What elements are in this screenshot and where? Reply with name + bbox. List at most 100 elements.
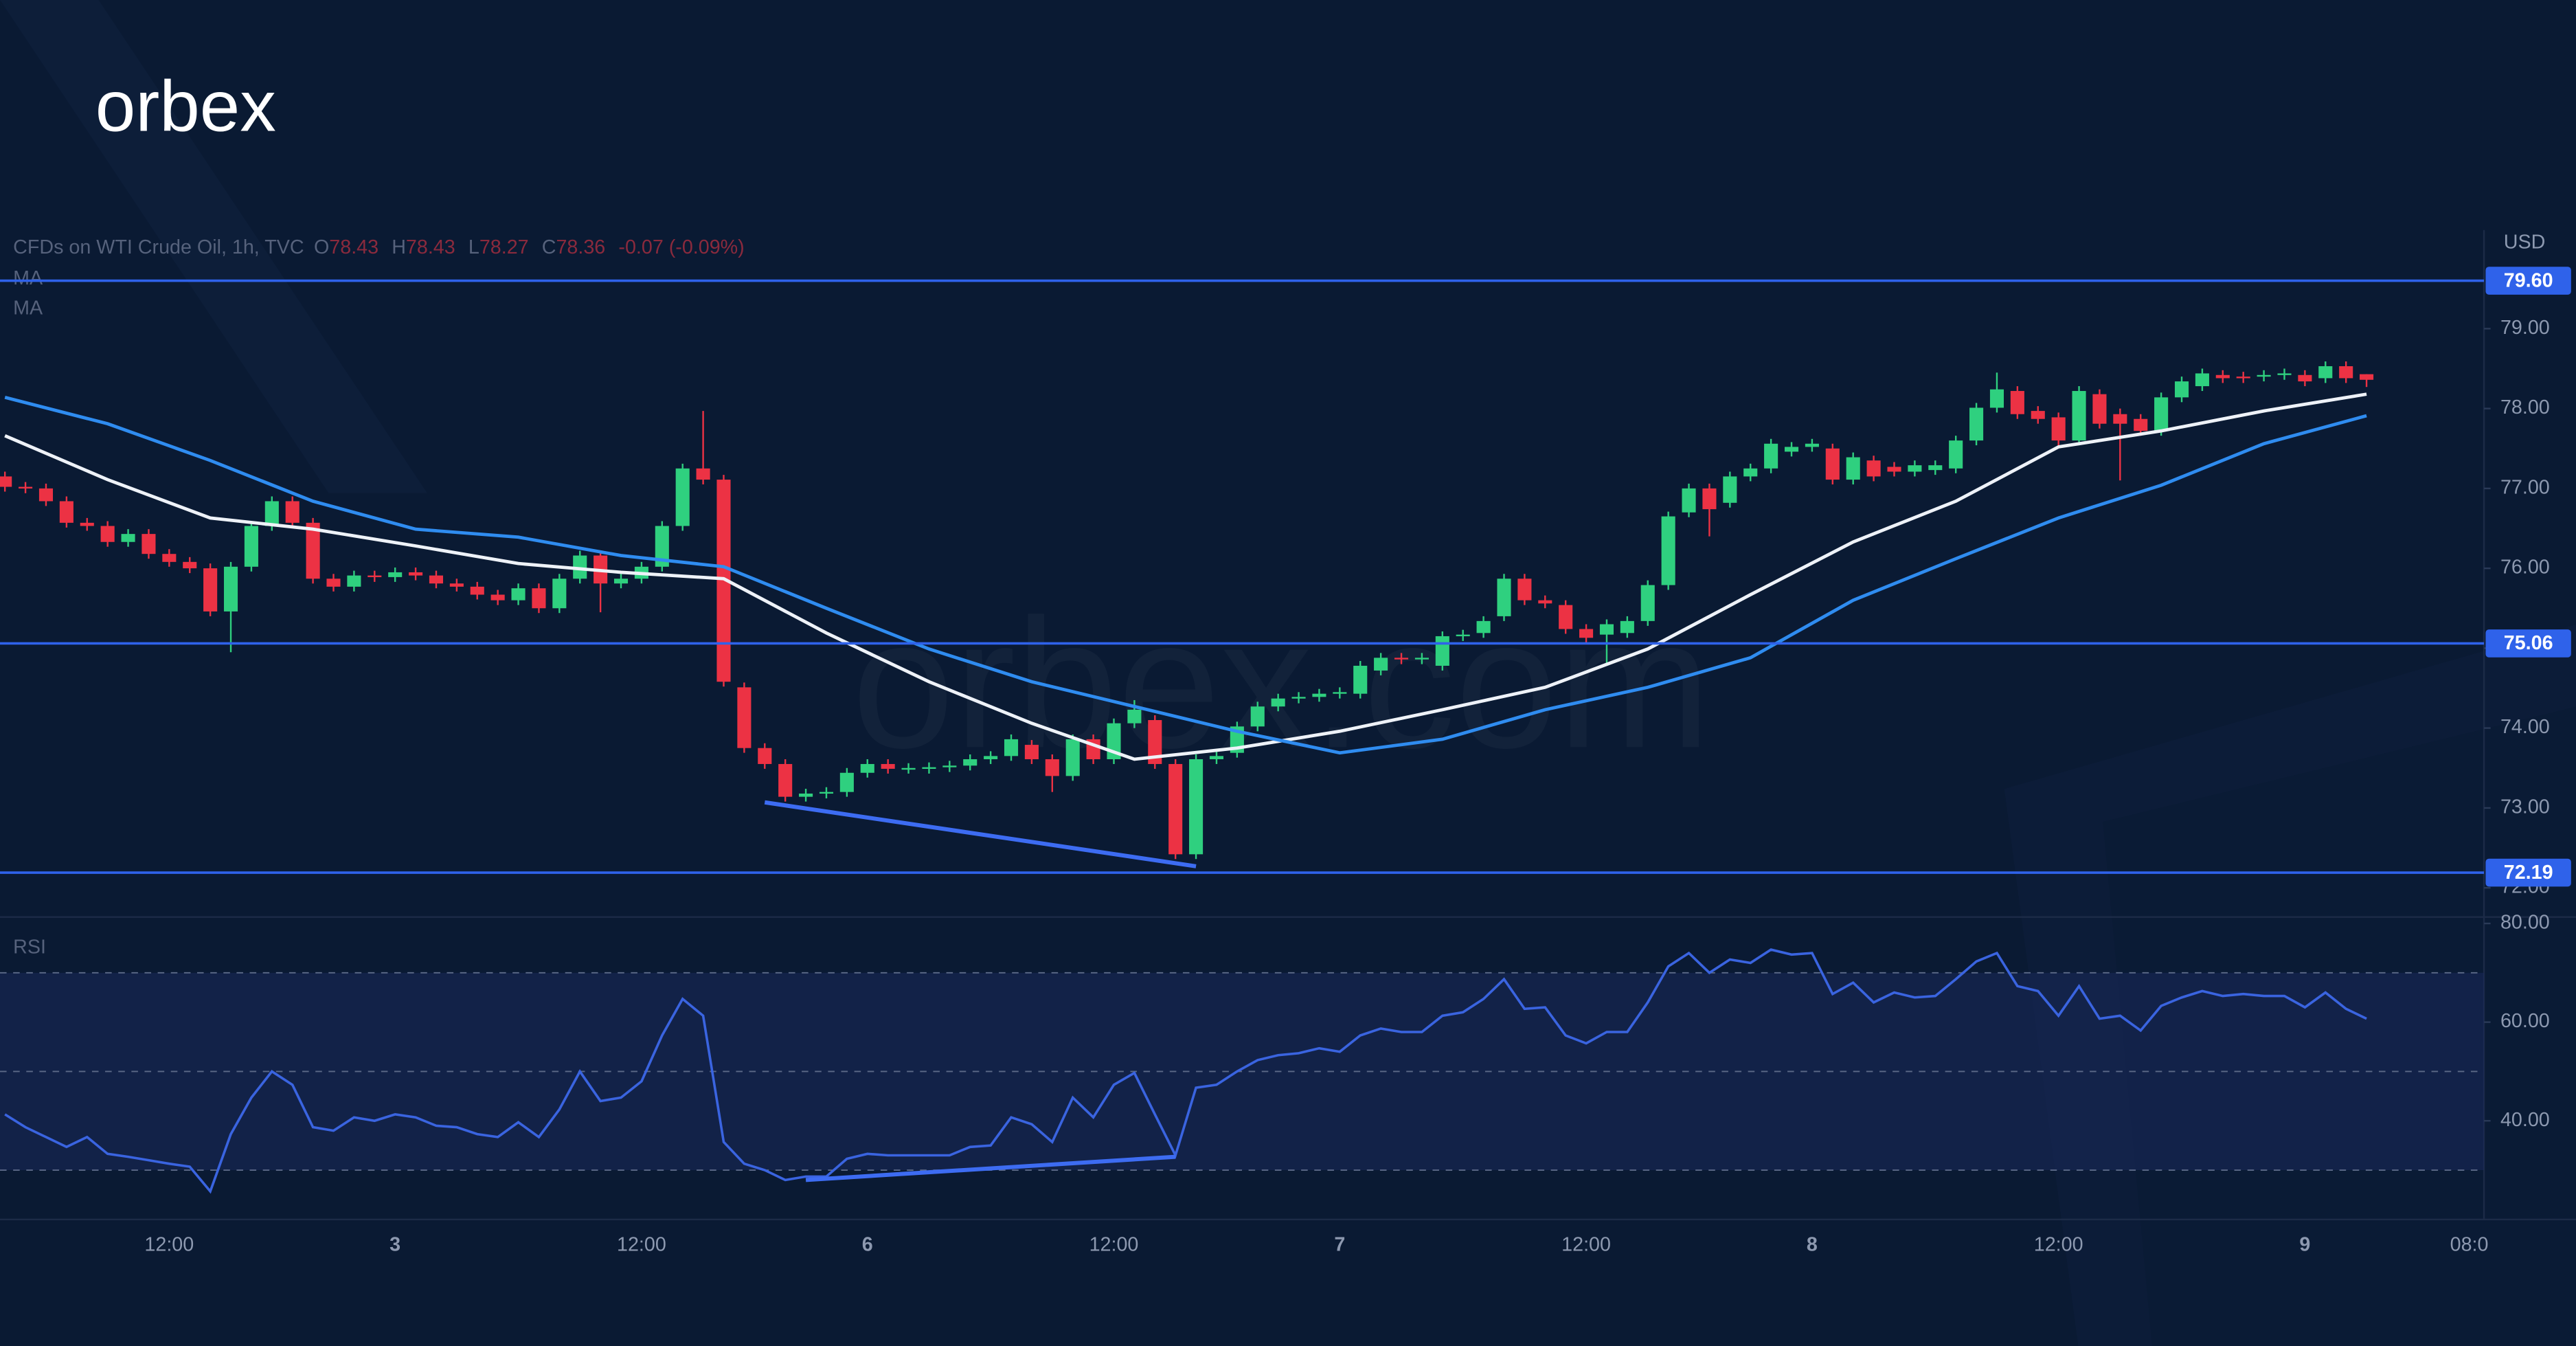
candle-body (1209, 756, 1224, 759)
x-tick-label: 12:00 (1089, 1234, 1139, 1256)
candle-body (1559, 605, 1573, 629)
candle-body (1127, 709, 1142, 724)
y-tick-label: 74.00 (2500, 716, 2550, 738)
candle-body (1784, 447, 1799, 452)
ohlc-key: L (468, 236, 479, 258)
ohlc-value: 78.43 (406, 236, 455, 258)
candle-body (511, 588, 526, 601)
candle-body (80, 522, 94, 526)
candle-body (819, 792, 834, 794)
candle-body (1538, 600, 1552, 604)
x-tick-label: 8 (1807, 1234, 1818, 1256)
x-tick-label: 9 (2299, 1234, 2310, 1256)
candle-body (1250, 706, 1265, 727)
candle-body (532, 588, 546, 609)
logo: orbex (95, 66, 276, 146)
candle-body (264, 501, 279, 526)
currency-label: USD (2504, 232, 2546, 254)
ohlc-key: H (392, 236, 406, 258)
candle-body (1456, 634, 1470, 637)
candle-body (203, 568, 218, 612)
candle-body (121, 534, 135, 542)
candle-body (613, 579, 629, 584)
candle-body (470, 586, 484, 595)
candle-body (1291, 697, 1306, 699)
candle-body (799, 793, 813, 797)
trendline (805, 1154, 1176, 1182)
candle-body (1908, 465, 1922, 472)
rsi-band (0, 972, 2485, 1171)
ohlc-value: 78.43 (329, 236, 379, 258)
ohlc-value: 78.27 (479, 236, 529, 258)
candle-body (183, 561, 197, 569)
candle-body (1579, 629, 1594, 638)
candle-body (142, 534, 156, 554)
candle-body (1825, 448, 1840, 480)
candle-body (1702, 488, 1717, 510)
symbol: CFDs on WTI Crude Oil, 1h, TVC (13, 236, 304, 258)
candle-body (409, 572, 423, 576)
candle-body (839, 772, 854, 792)
candle-body (573, 555, 587, 579)
candle-body (1435, 636, 1449, 666)
candle-body (1312, 693, 1326, 697)
candle-body (1682, 488, 1696, 513)
candle-body (2010, 391, 2024, 414)
candle-body (1640, 585, 1655, 621)
candle-body (2072, 391, 2086, 441)
level-label: 79.60 (2504, 269, 2553, 291)
candle-body (306, 522, 320, 579)
candle-body (2215, 374, 2230, 379)
candle-body (1497, 579, 1511, 616)
x-tick-label: 3 (389, 1234, 400, 1256)
candle-body (1949, 440, 1963, 469)
candle-body (1353, 665, 1368, 694)
level-badge (2485, 858, 2571, 887)
y-tick-label: 80.00 (2500, 912, 2550, 934)
candle-body (2154, 397, 2169, 431)
candle-body (2051, 417, 2066, 441)
candle-body (244, 526, 258, 567)
candle-body (388, 572, 403, 577)
candle-body (162, 554, 177, 562)
candle-body (1723, 476, 1737, 503)
candle-body (490, 594, 505, 601)
candle-body (1928, 465, 1943, 471)
candle-body (1271, 698, 1285, 707)
candle-body (1517, 579, 1532, 601)
candle-body (285, 501, 300, 523)
candle-body (19, 486, 33, 489)
level-badge (2485, 267, 2571, 295)
candle-body (1333, 692, 1347, 694)
candle-body (675, 468, 690, 526)
ohlc-key: C (542, 236, 556, 258)
candle-body (922, 767, 936, 770)
candle-body (2092, 394, 2107, 424)
candle-body (1414, 658, 1429, 660)
candle-body (737, 687, 752, 748)
status-line: CFDs on WTI Crude Oil, 1h, TVC O78.43 H78.… (13, 236, 745, 258)
candle-body (2339, 366, 2353, 379)
candle-body (716, 480, 731, 682)
candle-body (1887, 467, 1901, 472)
decor-shape (2103, 706, 2576, 1346)
rsi-title: RSI (13, 936, 46, 958)
y-tick-label: 73.00 (2500, 796, 2550, 818)
candle-body (2195, 373, 2209, 387)
candle-body (1065, 739, 1080, 776)
candle-body (2298, 374, 2312, 382)
candle-body (1764, 443, 1778, 469)
candle-body (38, 488, 54, 502)
candle-body (223, 566, 238, 612)
candle-body (881, 763, 895, 769)
rsi-line (4, 948, 2367, 1194)
candle-body (449, 583, 464, 587)
candle-body (2113, 414, 2127, 424)
candle-body (1661, 516, 1675, 585)
candle-body (655, 526, 669, 567)
candle-body (1846, 457, 1860, 480)
trendline (764, 800, 1197, 868)
candle-body (100, 526, 115, 542)
